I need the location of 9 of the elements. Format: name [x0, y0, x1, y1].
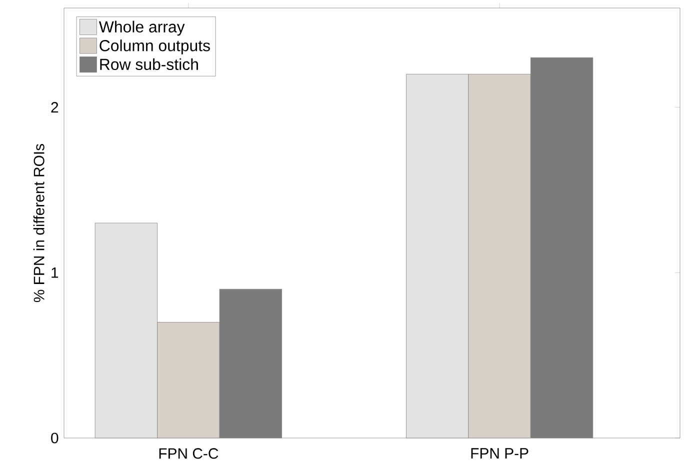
y-tick-label: 0: [51, 432, 58, 444]
legend-label: Row sub-stich: [100, 58, 198, 70]
legend-label: Column outputs: [100, 40, 210, 54]
x-tick-label: FPN C-C: [159, 448, 218, 459]
legend-label: Whole array: [98, 20, 185, 36]
y-tick-label: 1: [52, 267, 58, 278]
y-tick-label: 2: [51, 102, 58, 112]
x-tick-label: FPN P-P: [471, 448, 528, 458]
y-axis-title: % FPN in different ROIs: [33, 144, 44, 302]
